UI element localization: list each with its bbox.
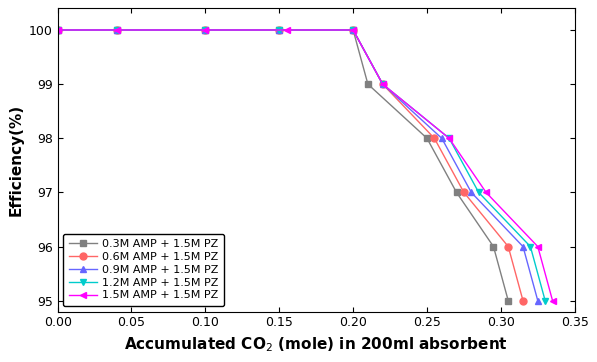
0.6M AMP + 1.5M PZ <box>202 28 209 32</box>
0.6M AMP + 1.5M PZ <box>519 299 527 303</box>
0.3M AMP + 1.5M PZ <box>276 28 283 32</box>
1.2M AMP + 1.5M PZ <box>527 244 534 249</box>
1.5M AMP + 1.5M PZ <box>534 244 541 249</box>
0.9M AMP + 1.5M PZ <box>467 190 475 195</box>
1.2M AMP + 1.5M PZ <box>475 190 482 195</box>
0.6M AMP + 1.5M PZ <box>113 28 121 32</box>
0.6M AMP + 1.5M PZ <box>431 136 438 140</box>
0.6M AMP + 1.5M PZ <box>54 28 61 32</box>
0.9M AMP + 1.5M PZ <box>202 28 209 32</box>
Line: 1.5M AMP + 1.5M PZ: 1.5M AMP + 1.5M PZ <box>54 26 556 304</box>
0.9M AMP + 1.5M PZ <box>54 28 61 32</box>
1.5M AMP + 1.5M PZ <box>54 28 61 32</box>
0.9M AMP + 1.5M PZ <box>349 28 356 32</box>
1.5M AMP + 1.5M PZ <box>549 299 556 303</box>
0.3M AMP + 1.5M PZ <box>453 190 460 195</box>
0.3M AMP + 1.5M PZ <box>504 299 512 303</box>
0.9M AMP + 1.5M PZ <box>534 299 541 303</box>
1.2M AMP + 1.5M PZ <box>541 299 549 303</box>
1.2M AMP + 1.5M PZ <box>113 28 121 32</box>
1.5M AMP + 1.5M PZ <box>113 28 121 32</box>
1.2M AMP + 1.5M PZ <box>276 28 283 32</box>
Line: 0.9M AMP + 1.5M PZ: 0.9M AMP + 1.5M PZ <box>54 26 541 304</box>
0.3M AMP + 1.5M PZ <box>113 28 121 32</box>
0.3M AMP + 1.5M PZ <box>54 28 61 32</box>
0.3M AMP + 1.5M PZ <box>490 244 497 249</box>
1.5M AMP + 1.5M PZ <box>349 28 356 32</box>
0.6M AMP + 1.5M PZ <box>460 190 467 195</box>
0.9M AMP + 1.5M PZ <box>379 82 386 86</box>
Legend: 0.3M AMP + 1.5M PZ, 0.6M AMP + 1.5M PZ, 0.9M AMP + 1.5M PZ, 1.2M AMP + 1.5M PZ, : 0.3M AMP + 1.5M PZ, 0.6M AMP + 1.5M PZ, … <box>63 234 224 306</box>
1.5M AMP + 1.5M PZ <box>482 190 490 195</box>
0.6M AMP + 1.5M PZ <box>276 28 283 32</box>
1.2M AMP + 1.5M PZ <box>54 28 61 32</box>
X-axis label: Accumulated CO$_2$ (mole) in 200ml absorbent: Accumulated CO$_2$ (mole) in 200ml absor… <box>124 335 508 354</box>
1.5M AMP + 1.5M PZ <box>379 82 386 86</box>
0.9M AMP + 1.5M PZ <box>438 136 445 140</box>
Y-axis label: Efficiency(%): Efficiency(%) <box>8 104 23 216</box>
0.9M AMP + 1.5M PZ <box>276 28 283 32</box>
0.3M AMP + 1.5M PZ <box>364 82 371 86</box>
0.6M AMP + 1.5M PZ <box>379 82 386 86</box>
0.3M AMP + 1.5M PZ <box>423 136 430 140</box>
1.5M AMP + 1.5M PZ <box>283 28 290 32</box>
0.6M AMP + 1.5M PZ <box>349 28 356 32</box>
0.9M AMP + 1.5M PZ <box>519 244 527 249</box>
1.5M AMP + 1.5M PZ <box>445 136 453 140</box>
1.2M AMP + 1.5M PZ <box>445 136 453 140</box>
1.2M AMP + 1.5M PZ <box>202 28 209 32</box>
1.2M AMP + 1.5M PZ <box>379 82 386 86</box>
0.3M AMP + 1.5M PZ <box>349 28 356 32</box>
0.3M AMP + 1.5M PZ <box>202 28 209 32</box>
0.6M AMP + 1.5M PZ <box>504 244 512 249</box>
Line: 0.3M AMP + 1.5M PZ: 0.3M AMP + 1.5M PZ <box>54 26 512 304</box>
0.9M AMP + 1.5M PZ <box>113 28 121 32</box>
Line: 0.6M AMP + 1.5M PZ: 0.6M AMP + 1.5M PZ <box>54 26 527 304</box>
Line: 1.2M AMP + 1.5M PZ: 1.2M AMP + 1.5M PZ <box>54 26 549 304</box>
1.5M AMP + 1.5M PZ <box>202 28 209 32</box>
1.2M AMP + 1.5M PZ <box>349 28 356 32</box>
